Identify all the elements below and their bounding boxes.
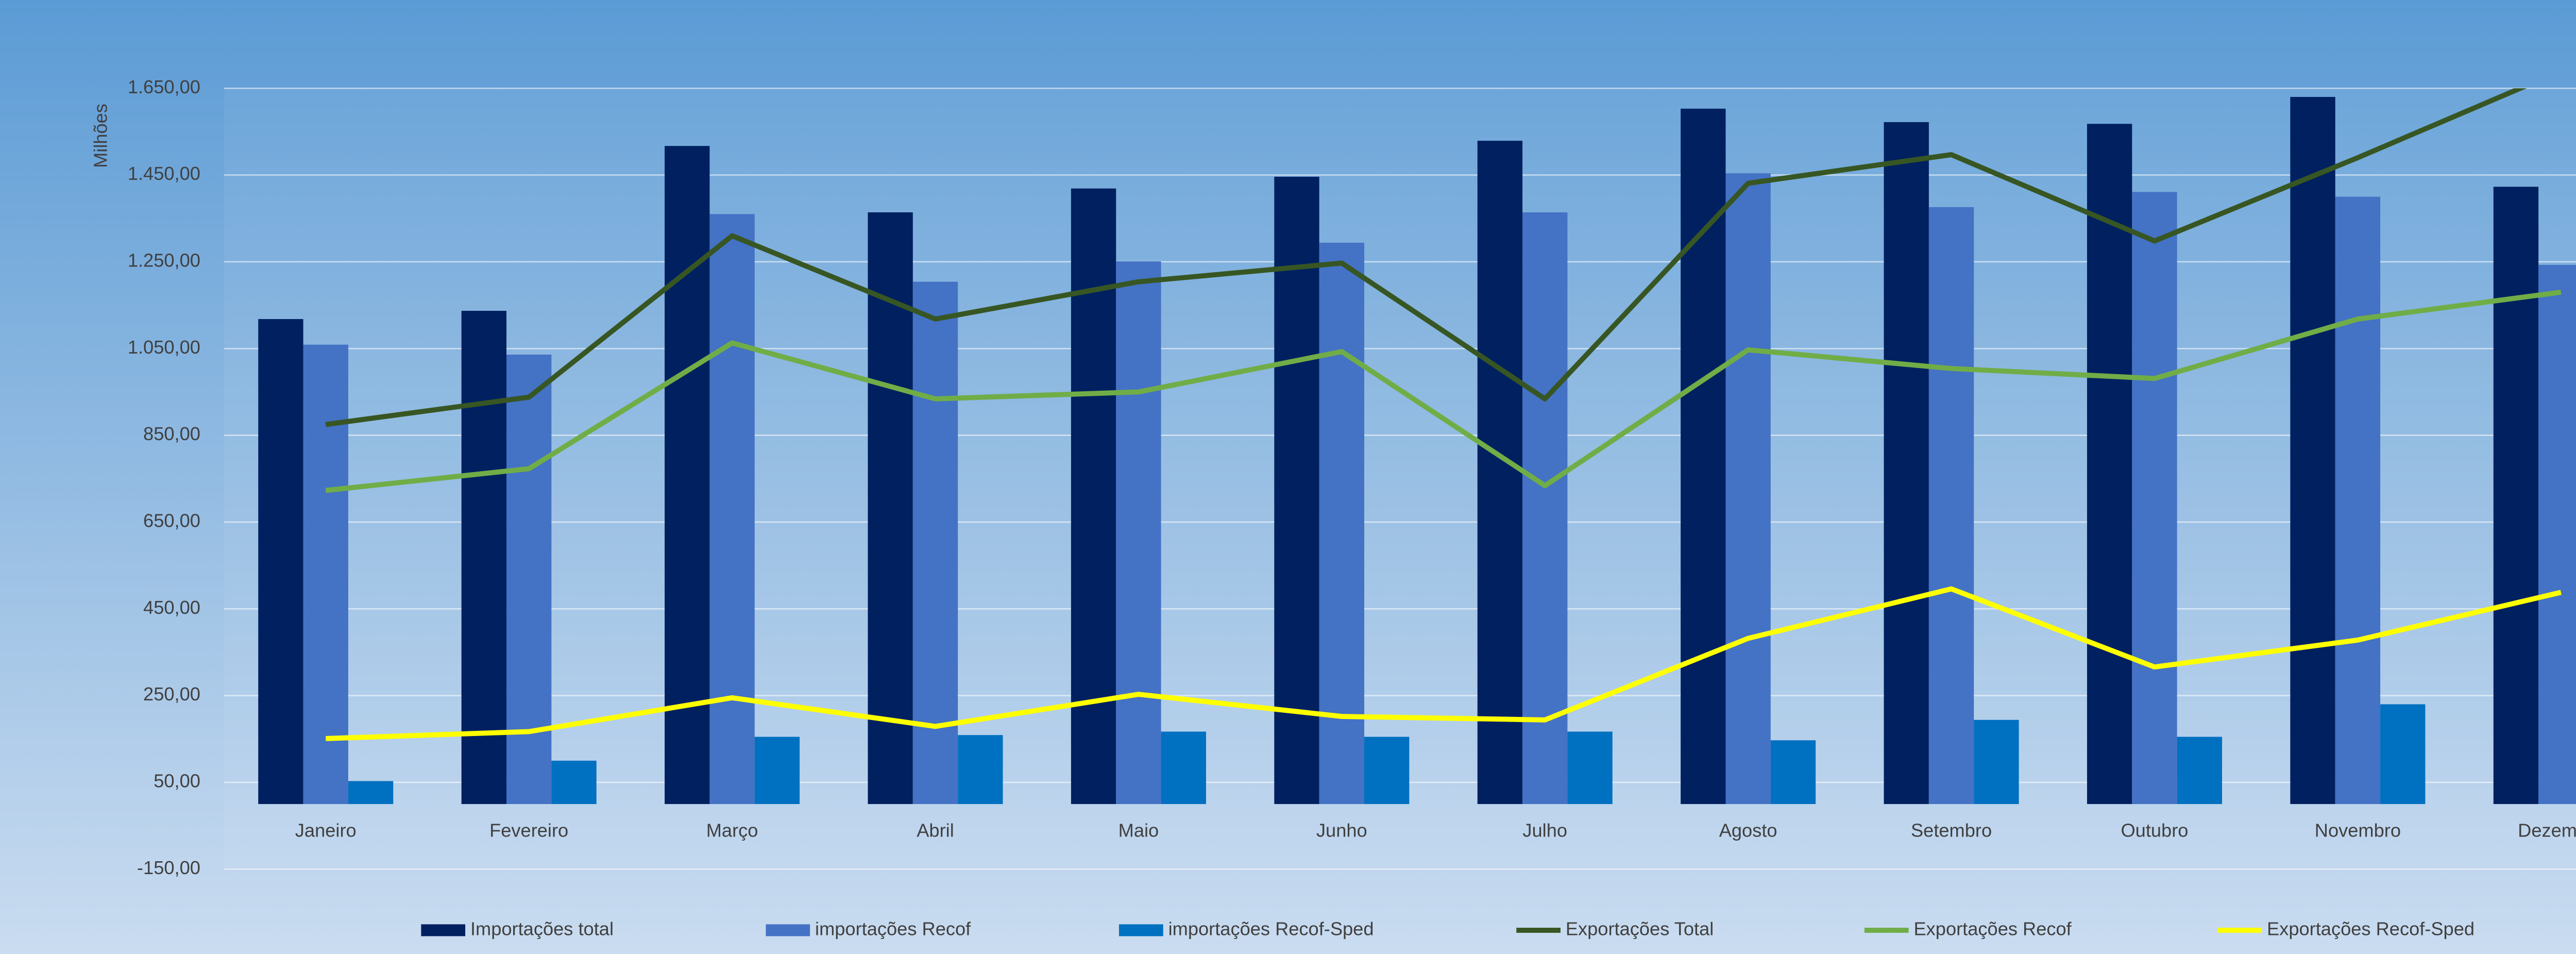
legend-label: Exportações Total [1566, 918, 1714, 939]
bar [1770, 740, 1816, 805]
y-tick-label: 850,00 [143, 423, 200, 444]
x-tick-label: Agosto [1719, 819, 1777, 841]
bar [1319, 242, 1364, 805]
bar [506, 355, 552, 805]
bar [1477, 141, 1523, 805]
bar [709, 214, 755, 805]
bar [1071, 188, 1116, 805]
bar [1522, 212, 1568, 805]
bar [2132, 192, 2177, 805]
y-tick-label: 50,00 [154, 771, 200, 792]
bar [958, 735, 1003, 805]
legend-label: Exportações Recof-Sped [2267, 918, 2475, 939]
bar [461, 311, 507, 805]
x-tick-label: Janeiro [295, 819, 357, 841]
bar [348, 781, 394, 805]
x-tick-label: Abril [917, 819, 954, 841]
bar [1928, 207, 1974, 805]
bar [1116, 261, 1161, 805]
legend-label: importações Recof-Sped [1168, 918, 1374, 939]
y-tick-label: 250,00 [143, 683, 200, 705]
x-tick-label: Dezembro [2518, 819, 2576, 841]
bar [1725, 173, 1771, 805]
legend-swatch [766, 924, 810, 936]
bar [551, 760, 597, 805]
x-tick-label: Outubro [2121, 819, 2188, 841]
bar [2335, 196, 2381, 805]
x-tick-label: Março [706, 819, 758, 841]
legend-label: Exportações Recof [1914, 918, 2072, 939]
line-series [326, 586, 2562, 741]
bar [2538, 264, 2576, 805]
y-tick-label: 1.450,00 [128, 163, 200, 184]
bar [912, 281, 958, 805]
bar [1884, 122, 1929, 805]
y-tick-label: 1.050,00 [128, 337, 200, 358]
lines [325, 88, 2562, 741]
x-tick-label: Fevereiro [489, 819, 568, 841]
y-tick-label: 1.250,00 [128, 250, 200, 271]
legend-swatch [1119, 924, 1163, 936]
bar [2087, 124, 2132, 805]
legend-label: importações Recof [815, 918, 971, 939]
bar [665, 146, 710, 805]
y-axis-label: Milhões [90, 104, 111, 168]
bar [868, 212, 913, 805]
line-series [325, 289, 2562, 493]
bar [2290, 97, 2335, 805]
bar [258, 319, 303, 805]
bar [303, 344, 348, 805]
bar [1681, 108, 1726, 805]
legend-label: Importações total [470, 918, 614, 939]
bar [754, 737, 800, 805]
bar [2380, 704, 2426, 805]
x-tick-label: Setembro [1911, 819, 1992, 841]
bar [1274, 176, 1319, 805]
x-tick-label: Junho [1316, 819, 1367, 841]
bar [1974, 719, 2019, 805]
x-tick-label: Julho [1522, 819, 1567, 841]
bar [1364, 737, 1410, 805]
bar [2493, 187, 2539, 805]
y-tick-label: 1.650,00 [128, 76, 200, 97]
y-tick-label: 450,00 [143, 597, 200, 618]
y-tick-label: 650,00 [143, 510, 200, 531]
y-tick-label: -150,00 [137, 857, 200, 878]
x-tick-label: Novembro [2315, 819, 2401, 841]
bar [1161, 731, 1206, 805]
line-series [325, 88, 2527, 427]
bar [2177, 737, 2222, 805]
legend-swatch [421, 924, 466, 936]
bar [1567, 731, 1613, 805]
x-tick-label: Maio [1118, 819, 1159, 841]
